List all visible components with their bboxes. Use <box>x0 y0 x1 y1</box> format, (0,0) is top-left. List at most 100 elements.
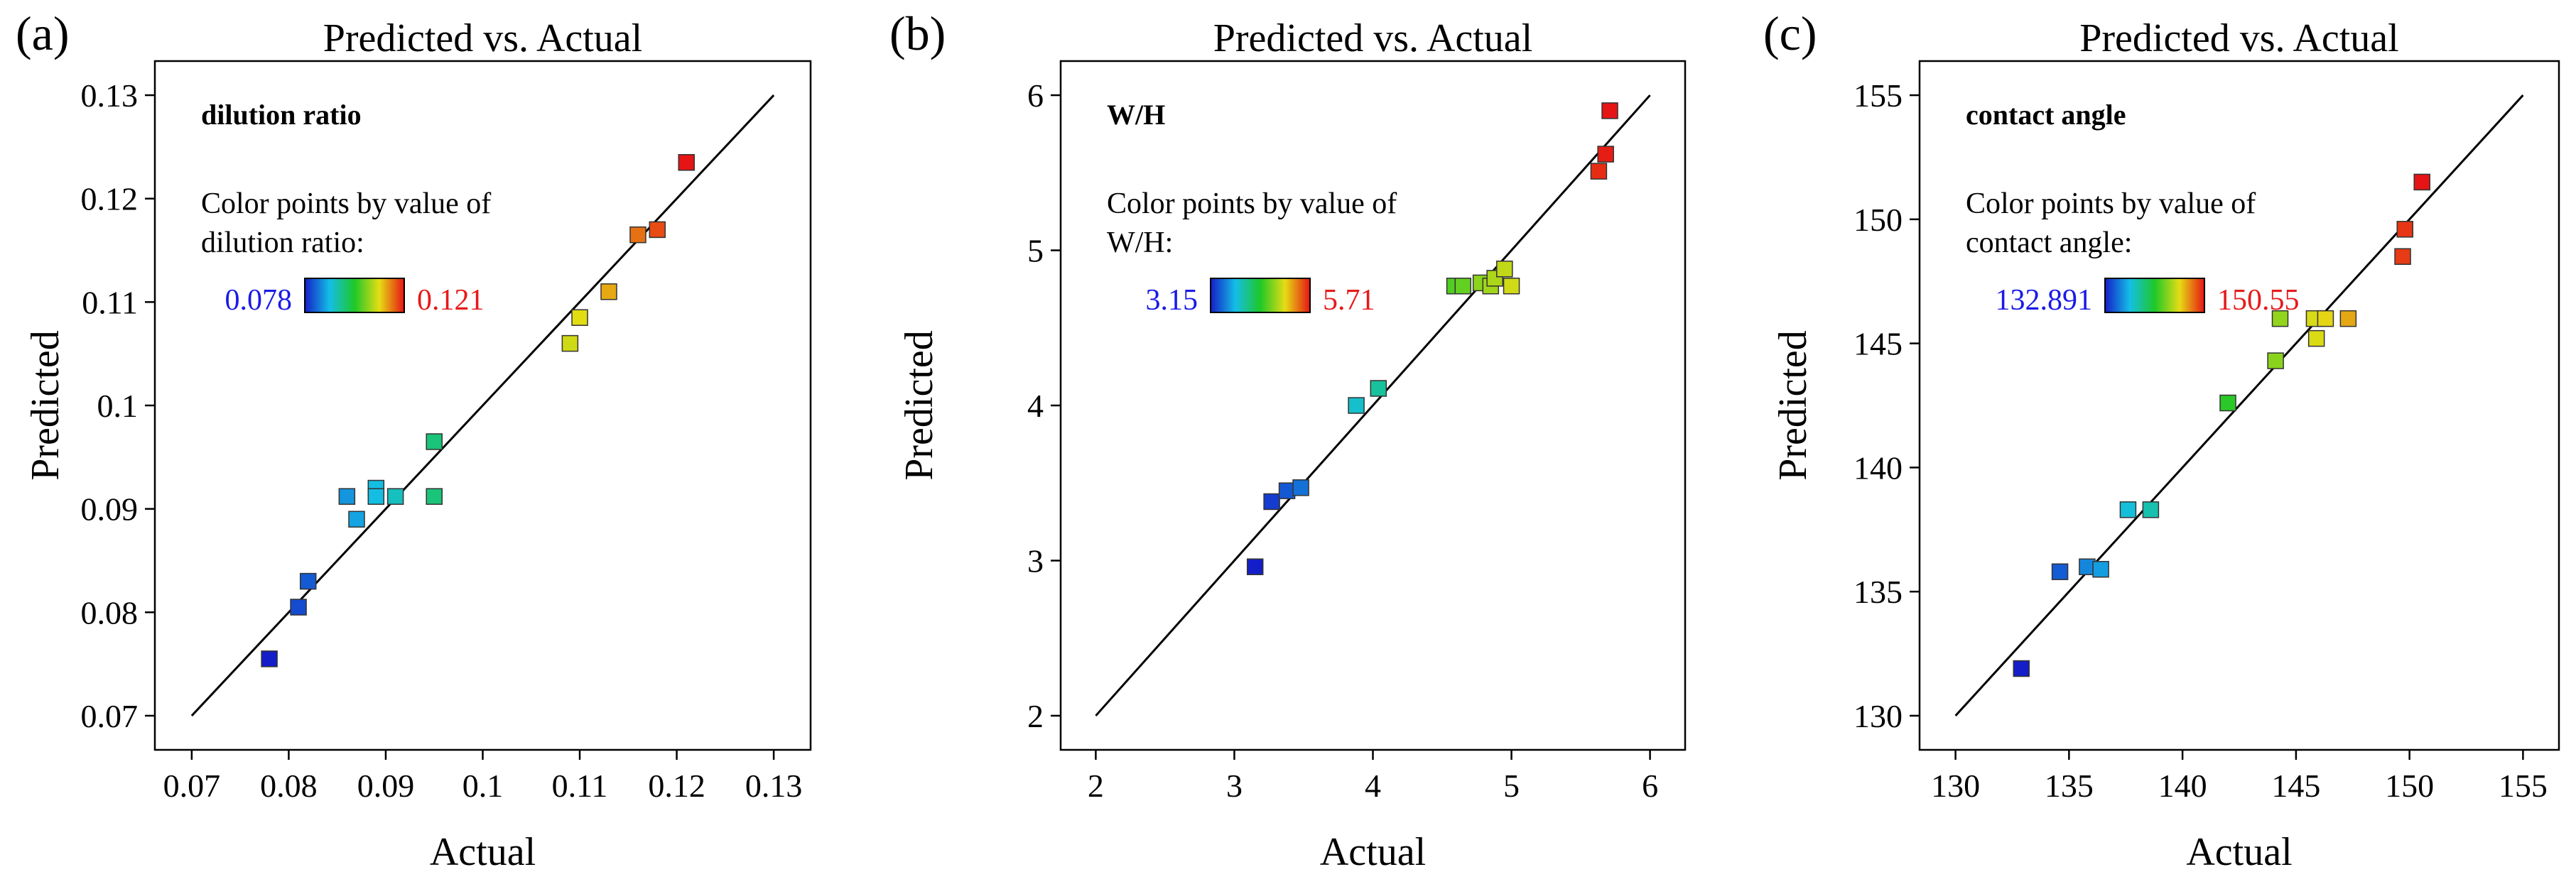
data-point <box>1263 493 1280 511</box>
legend-variable: W/H <box>1107 99 1165 131</box>
legend-colorbar <box>304 278 405 313</box>
y-tick-label: 0.11 <box>82 284 138 320</box>
y-tick-label: 0.09 <box>81 491 139 528</box>
data-point <box>299 572 317 590</box>
data-point <box>2271 310 2289 327</box>
data-point <box>1601 102 1618 119</box>
chart-title: Predicted vs. Actual <box>323 16 642 60</box>
y-tick-label: 3 <box>1027 543 1044 579</box>
x-axis-label: Actual <box>2186 830 2292 874</box>
y-axis-label: Predicted <box>1771 330 1815 480</box>
data-point <box>2317 310 2334 327</box>
data-point <box>2394 248 2411 266</box>
x-tick-label: 3 <box>1226 768 1243 804</box>
data-point <box>1503 278 1520 295</box>
data-point <box>571 309 588 326</box>
data-point <box>2267 352 2284 369</box>
data-point <box>600 283 617 300</box>
y-tick-label: 135 <box>1853 574 1903 610</box>
y-tick-label: 0.12 <box>81 181 139 217</box>
y-tick-label: 155 <box>1853 77 1903 114</box>
legend-variable: dilution ratio <box>201 99 362 131</box>
data-point <box>2051 563 2069 580</box>
x-tick-label: 0.11 <box>552 768 608 804</box>
data-point <box>2396 221 2414 238</box>
reference-line <box>190 94 775 716</box>
x-tick-label: 135 <box>2045 768 2094 804</box>
data-point <box>1496 260 1513 278</box>
data-point <box>2142 501 2160 518</box>
y-tick-label: 2 <box>1027 698 1044 734</box>
x-tick-label: 0.1 <box>462 768 504 804</box>
x-tick-label: 130 <box>1931 768 1980 804</box>
data-point <box>261 650 278 667</box>
data-point <box>1590 163 1608 180</box>
legend-colorbar <box>2104 278 2205 313</box>
y-tick-label: 140 <box>1853 449 1903 486</box>
legend-caption-line1: Color points by value of <box>1107 187 1397 220</box>
data-point <box>2092 560 2109 578</box>
x-tick-label: 0.09 <box>357 768 415 804</box>
data-point <box>338 488 356 505</box>
data-point <box>629 226 646 244</box>
legend-min-label: 132.891 <box>1996 284 2093 317</box>
x-tick-label: 5 <box>1503 768 1520 804</box>
x-tick-label: 150 <box>2385 768 2434 804</box>
x-tick-label: 2 <box>1088 768 1104 804</box>
legend-max-label: 5.71 <box>1323 284 1375 317</box>
data-point <box>2339 310 2357 327</box>
y-tick-label: 0.08 <box>81 594 139 631</box>
data-point <box>2219 394 2236 412</box>
x-tick-label: 140 <box>2158 768 2207 804</box>
data-point <box>1454 278 1472 295</box>
y-tick-label: 0.07 <box>81 698 139 734</box>
legend-caption-line1: Color points by value of <box>1966 187 2256 220</box>
data-point <box>561 334 579 352</box>
legend-variable: contact angle <box>1966 99 2126 131</box>
data-point <box>1597 146 1614 163</box>
data-point <box>386 488 404 505</box>
panel-label: (b) <box>889 6 946 60</box>
reference-line <box>1954 94 2524 716</box>
x-tick-label: 145 <box>2271 768 2320 804</box>
plot-frame <box>1918 60 2560 751</box>
data-point <box>1292 479 1309 496</box>
data-point <box>426 433 443 450</box>
x-axis-label: Actual <box>1320 830 1426 874</box>
x-tick-label: 6 <box>1642 768 1658 804</box>
data-point <box>678 153 695 171</box>
chart-panel-c: (c) Predicted vs. Actual 130 135 140 145 150 15… <box>1763 6 2560 874</box>
y-tick-label: 0.13 <box>81 77 139 114</box>
legend-caption-line2: contact angle: <box>1966 227 2132 259</box>
y-tick-label: 0.1 <box>97 388 139 424</box>
x-tick-label: 0.12 <box>648 768 705 804</box>
y-tick-label: 4 <box>1027 388 1044 424</box>
legend-max-label: 0.121 <box>417 284 485 317</box>
x-tick-label: 0.08 <box>260 768 318 804</box>
data-point <box>290 599 307 616</box>
y-tick-label: 5 <box>1027 233 1044 269</box>
data-point <box>367 488 385 505</box>
chart-title: Predicted vs. Actual <box>2079 16 2398 60</box>
data-point <box>649 221 666 239</box>
data-point <box>2119 501 2137 518</box>
data-point <box>2307 329 2325 347</box>
y-tick-label: 145 <box>1853 326 1903 362</box>
legend-min-label: 3.15 <box>1146 284 1198 317</box>
y-axis-label: Predicted <box>23 330 67 480</box>
data-point <box>426 488 443 505</box>
y-tick-label: 130 <box>1853 698 1903 734</box>
data-point <box>348 511 365 528</box>
data-point <box>2413 173 2430 191</box>
panel-label: (c) <box>1763 6 1817 60</box>
chart-panel-b: (b) Predicted vs. Actual 2 3 4 5 6 2 3 4 5 6 Actual P… <box>889 6 1687 874</box>
x-tick-label: 0.13 <box>745 768 803 804</box>
data-point <box>1246 558 1264 575</box>
legend-caption-line2: dilution ratio: <box>201 227 364 259</box>
legend-caption-line1: Color points by value of <box>201 187 491 220</box>
panel-label: (a) <box>16 6 69 60</box>
chart-panel-a: (a) Predicted vs. Actual 0.07 0.08 0.09 0.1 0.… <box>16 6 812 874</box>
data-point <box>1370 380 1387 397</box>
data-point <box>1348 397 1365 414</box>
